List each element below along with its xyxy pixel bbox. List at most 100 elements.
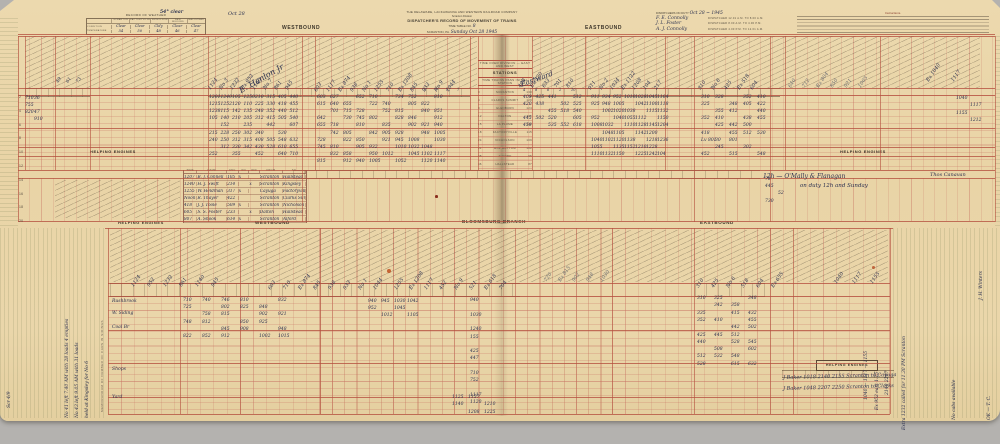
handwritten-entry: 921 xyxy=(382,137,391,143)
handwritten-entry: 1012 xyxy=(382,151,394,157)
dispatcher-row: A. J. Connolly DISPATCHER 4.00 P.M. TO 12… xyxy=(656,27,794,34)
weather-title: RECORD OF WEATHER xyxy=(125,13,167,17)
handwritten-entry: 1042 xyxy=(635,102,647,108)
station-name: GLENBURN xyxy=(496,105,514,110)
diagonal-train-label: No 6 xyxy=(725,275,737,289)
middle-table-cell: Nicholson xyxy=(282,202,306,208)
handwritten-entry: 1117 xyxy=(970,103,982,109)
middle-table-cell: Scranton xyxy=(260,217,283,222)
handwritten-entry: 228 xyxy=(220,130,230,136)
handwritten-entry: 607 xyxy=(289,123,299,129)
mile-east: 133 xyxy=(526,89,532,94)
rule-vertical xyxy=(785,36,786,170)
middle-table-row: 1255 W. Heldman 317 x Cayuga Factoryville xyxy=(184,188,306,195)
handwritten-entry: 5 xyxy=(446,88,449,92)
rule-horizontal xyxy=(18,156,995,157)
handwritten-entry: 1010 xyxy=(395,144,407,150)
mile-west: 46 xyxy=(478,162,482,167)
mile-west: 24 xyxy=(478,138,482,143)
handwritten-entry: 1115 xyxy=(646,109,658,115)
mile-west: 31 xyxy=(478,146,482,151)
middle-table-cell: 807 xyxy=(184,217,198,222)
handwritten-entry: 1102 xyxy=(421,151,433,157)
rust-stain xyxy=(387,269,391,274)
handwritten-entry: 250 xyxy=(232,130,241,136)
handwritten-entry: 502 xyxy=(560,102,570,108)
rule-horizontal xyxy=(108,363,890,364)
middle-table-cell: x xyxy=(239,188,250,193)
handwritten-entry: 152 xyxy=(220,123,230,129)
middle-table-cell: 509 xyxy=(227,202,239,208)
section-helping-lower: HELPING ENGINES xyxy=(118,220,164,225)
handwritten-entry: 302 xyxy=(743,144,752,150)
weather-cell: Cldy xyxy=(148,24,168,29)
handwritten-entry: 805 xyxy=(343,130,352,136)
timetable-line: TIME TABLE NO. 8 xyxy=(382,24,542,30)
mile-west: 18 xyxy=(478,129,482,134)
handwritten-note: 1040 — 1117 — 1155 xyxy=(864,350,869,400)
rule-horizontal xyxy=(18,33,995,35)
right-strip xyxy=(893,228,1000,418)
handwritten-entry: 1242 xyxy=(646,151,658,157)
handwritten-entry: 820 xyxy=(25,110,34,116)
handwritten-entry: 405 xyxy=(743,102,752,108)
handwritten-entry: 410 xyxy=(757,95,766,100)
handwritten-entry: 408 xyxy=(255,137,264,143)
middle-table-cell: x xyxy=(239,217,250,222)
handwritten-entry: 455 xyxy=(729,130,738,136)
handwritten-entry: 420 xyxy=(523,102,532,108)
handwritten-entry: 822 xyxy=(343,137,352,143)
diagonal-train-label: 720 xyxy=(543,271,554,283)
handwritten-entry: 312 xyxy=(255,116,264,122)
handwritten-entry: 730 xyxy=(343,116,352,122)
handwritten-entry: 325 xyxy=(701,102,710,108)
handwritten-entry: 746 xyxy=(221,298,230,303)
handwritten-entry: 115 xyxy=(220,109,230,115)
midband-hatch xyxy=(55,180,180,218)
handwritten-entry: 540 xyxy=(573,109,582,115)
diagonal-train-label: 1117 xyxy=(325,79,338,93)
handwritten-entry: 355 xyxy=(715,109,724,115)
handwritten-entry: 155 xyxy=(470,334,479,340)
handwritten-entry: 728 xyxy=(356,109,365,115)
handwritten-entry: 415 xyxy=(731,310,740,316)
diagonal-train-label: 104 xyxy=(642,79,653,91)
mile-east: 118 xyxy=(526,121,532,126)
diagonal-train-label: 1117 xyxy=(423,277,436,291)
diagonal-train-label: 850 xyxy=(829,77,840,89)
handwritten-entry: 425 xyxy=(470,349,479,355)
diagonal-train-label: 425 xyxy=(723,79,734,91)
handwritten-entry: 948 xyxy=(602,102,611,108)
rule-horizontal xyxy=(18,147,995,148)
weather-row: TEMPERATURE 54 50 48 46 47 xyxy=(87,29,205,34)
handwritten-entry: 1110 xyxy=(624,123,636,129)
helping-engines-box-headers xyxy=(782,370,894,378)
division-name: Scranton Division xyxy=(451,14,473,18)
handwritten-entry: 2 xyxy=(559,88,562,92)
handwritten-entry: 245 xyxy=(715,144,724,150)
diagonal-train-label: No 1 xyxy=(361,79,373,93)
handwritten-entry: 1210 xyxy=(484,402,496,408)
handwritten-entry: 1002 xyxy=(602,109,614,115)
diagonal-train-label: No 1 xyxy=(357,277,369,291)
middle-table-cell: x xyxy=(249,210,260,215)
mile-east: 87 xyxy=(528,162,532,167)
handwritten-entry: 1045 xyxy=(646,95,658,100)
handwritten-entry: 755 xyxy=(25,103,34,109)
handwritten-entry: 1112 xyxy=(635,116,647,122)
handwritten-entry: 425 xyxy=(715,123,724,129)
handwritten-entry: 1140 xyxy=(434,158,446,164)
handwritten-entry: 500 xyxy=(743,123,752,129)
handwritten-entry: 655 xyxy=(289,144,299,150)
handwritten-note: J. H. Winters xyxy=(979,271,984,300)
handwritten-entry: 952 xyxy=(591,116,600,122)
handwritten-entry: 810 xyxy=(434,95,443,100)
middle-table-row: 605 S. S. Foster 233 x Dalton Hallstead xyxy=(184,209,306,217)
handwritten-entry: 1117 xyxy=(434,151,446,157)
diagonal-train-label: No 6 xyxy=(710,77,722,91)
handwritten-note: OK — T. C. xyxy=(987,395,992,420)
diagonal-train-label: 1040 xyxy=(833,271,846,285)
handwritten-entry: 442 xyxy=(729,123,738,129)
